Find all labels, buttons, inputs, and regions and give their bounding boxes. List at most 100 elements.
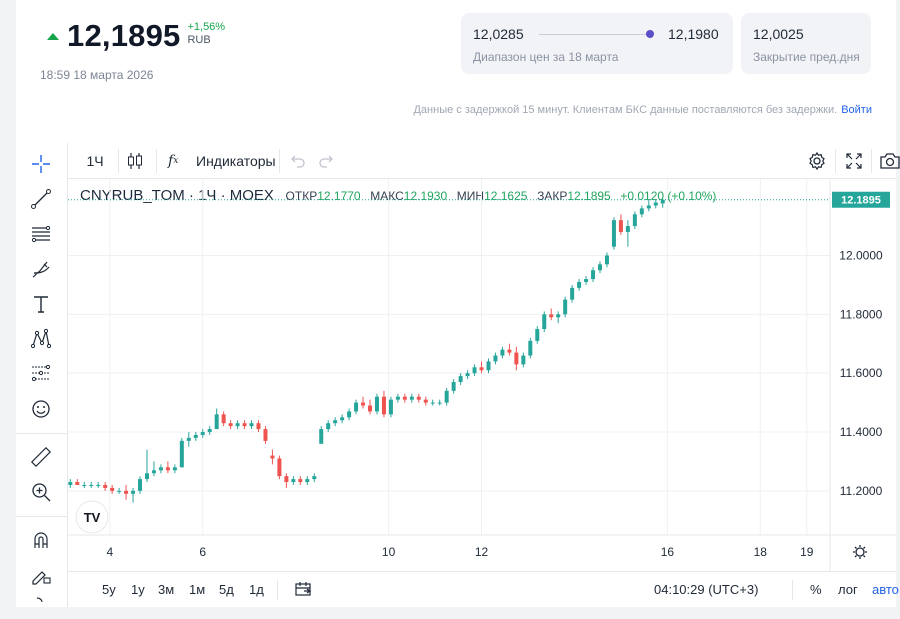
candle-up	[409, 396, 414, 400]
candle-up	[388, 399, 393, 415]
last-price-label: 12.1895	[841, 195, 881, 207]
range-low: 12,0285	[473, 26, 524, 42]
candle-up	[646, 205, 651, 209]
candle-down	[479, 367, 484, 371]
candle-down	[277, 458, 282, 477]
price-chart[interactable]: 12.1895 12.0000 11.8000 11.6000 11.4000 11.20…	[68, 179, 896, 571]
candle-down	[124, 490, 129, 494]
percent-toggle[interactable]: %	[810, 582, 822, 597]
price-change: +1,56% RUB	[187, 21, 225, 47]
ruler-icon[interactable]	[28, 444, 54, 470]
candle-down	[256, 423, 261, 430]
login-link[interactable]: Войти	[841, 104, 872, 116]
prev-close-card: 12,0025 Закрытие пред.дня	[741, 13, 871, 74]
range-button-5y[interactable]: 5у	[102, 582, 116, 597]
x-tick-label: 10	[382, 545, 396, 559]
lock-pencil-icon[interactable]	[28, 562, 54, 588]
fullscreen-icon[interactable]	[845, 143, 863, 179]
candle-up	[611, 220, 616, 247]
legend-low-label: МИН	[456, 189, 485, 203]
candle-up	[214, 414, 219, 430]
legend-open-value: 12.1770	[317, 189, 361, 203]
y-tick-label: 11.6000	[840, 366, 883, 380]
candle-up	[200, 432, 205, 435]
candle-up	[89, 484, 94, 486]
magnet-icon[interactable]	[28, 527, 54, 553]
candle-up	[96, 484, 101, 486]
legend-high-value: 12.1930	[403, 189, 448, 203]
log-toggle[interactable]: лог	[838, 582, 858, 597]
undo-icon[interactable]	[290, 143, 306, 179]
candle-up	[598, 264, 603, 271]
emoji-icon[interactable]	[28, 396, 54, 422]
candle-up	[660, 199, 665, 204]
trendline-icon[interactable]	[28, 186, 54, 212]
range-button-5d[interactable]: 5д	[219, 582, 234, 597]
candle-up	[68, 482, 73, 485]
y-tick-label: 12.0000	[839, 248, 883, 262]
range-button-1d[interactable]: 1д	[249, 582, 264, 597]
hide-drawings-icon[interactable]	[28, 593, 54, 619]
prediction-icon[interactable]	[28, 361, 54, 387]
candle-up	[82, 484, 87, 486]
redo-icon[interactable]	[318, 143, 334, 179]
candle-up	[625, 226, 630, 232]
candle-up	[521, 355, 526, 365]
y-tick-label: 11.8000	[840, 307, 883, 321]
range-button-3m[interactable]: 3м	[158, 582, 175, 597]
candle-up	[117, 490, 122, 492]
candle-down	[368, 405, 373, 412]
topbar-divider	[156, 149, 157, 173]
candle-up	[158, 467, 163, 471]
candle-down	[361, 402, 366, 406]
candle-up	[131, 490, 136, 494]
interval-button[interactable]: 1Ч	[86, 153, 104, 169]
candle-up	[563, 299, 568, 315]
change-percent: +1,56%	[187, 21, 226, 33]
candle-down	[416, 396, 421, 400]
candle-up	[639, 208, 644, 215]
camera-icon[interactable]	[879, 143, 900, 179]
candle-down	[165, 467, 170, 471]
goto-date-icon[interactable]	[294, 580, 312, 601]
candle-down	[284, 476, 289, 483]
candle-up	[333, 420, 338, 424]
candle-down	[242, 423, 247, 427]
fib-levels-icon[interactable]	[28, 221, 54, 247]
crosshair-icon[interactable]	[28, 151, 54, 177]
text-tool-icon[interactable]	[28, 291, 54, 317]
candle-up	[528, 340, 533, 356]
candle-up	[577, 281, 582, 288]
candle-up	[591, 270, 596, 280]
candle-up	[235, 423, 240, 427]
axis-settings-icon	[853, 545, 867, 559]
indicators-button[interactable]: Индикаторы	[196, 153, 276, 169]
candle-down	[221, 414, 226, 424]
candle-up	[193, 434, 198, 438]
auto-toggle[interactable]: авто	[872, 582, 899, 597]
candle-down	[618, 220, 623, 232]
range-label: Диапазон цен за 18 марта	[473, 50, 619, 64]
zoom-in-icon[interactable]	[28, 479, 54, 505]
delay-notice: Данные с задержкой 15 минут. Клиентам БК…	[413, 104, 872, 116]
candle-up	[186, 437, 191, 441]
candle-up	[458, 376, 463, 383]
range-marker	[646, 30, 654, 38]
candle-up	[437, 402, 442, 404]
range-high: 12,1980	[668, 26, 719, 42]
candle-up	[444, 390, 449, 403]
candle-up	[584, 279, 589, 282]
current-price: 12,1895	[67, 18, 181, 53]
candle-up	[340, 417, 345, 421]
range-button-1m[interactable]: 1м	[189, 582, 206, 597]
candle-up	[430, 402, 435, 404]
settings-gear-icon[interactable]	[807, 143, 827, 179]
brush-icon[interactable]	[28, 256, 54, 282]
candles-icon[interactable]	[126, 143, 144, 179]
currency-label: RUB	[187, 34, 211, 46]
clock-time[interactable]: 04:10:29 (UTC+3)	[654, 582, 759, 597]
candle-up	[465, 373, 470, 377]
pattern-icon[interactable]	[28, 326, 54, 352]
range-button-1y[interactable]: 1у	[131, 582, 145, 597]
